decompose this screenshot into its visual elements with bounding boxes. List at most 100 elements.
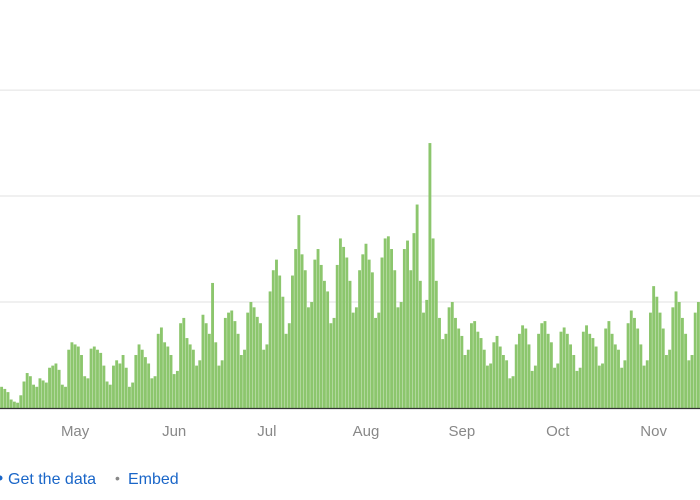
x-tick-label: May	[61, 423, 90, 440]
bar	[204, 323, 208, 408]
bar	[48, 367, 51, 408]
bar	[6, 392, 10, 408]
bar	[511, 376, 515, 408]
bar	[291, 275, 294, 408]
bar	[687, 360, 691, 408]
bar	[281, 296, 285, 408]
x-labels: May Jun Jul Aug Sep Oct Nov	[61, 423, 668, 440]
bar	[418, 280, 422, 408]
bar	[479, 338, 483, 408]
bar	[134, 355, 138, 408]
bar	[118, 363, 122, 408]
bar	[380, 257, 384, 408]
bar	[0, 386, 4, 408]
bar	[300, 254, 304, 408]
bar	[32, 384, 35, 408]
bar	[671, 307, 675, 408]
bar	[677, 302, 681, 408]
bar	[25, 373, 29, 408]
bar	[658, 312, 662, 408]
bar	[239, 355, 243, 408]
bar	[639, 344, 643, 408]
bar	[246, 312, 250, 408]
bar	[223, 317, 227, 408]
bar	[393, 270, 397, 408]
bar	[623, 360, 627, 408]
bar	[684, 333, 688, 408]
bar	[159, 327, 163, 408]
bar	[693, 312, 697, 408]
embed-link[interactable]: Embed	[128, 471, 179, 488]
bar	[406, 240, 409, 408]
bar	[310, 302, 314, 408]
bar	[565, 333, 569, 408]
bar	[604, 328, 608, 408]
bar	[527, 344, 531, 408]
bar	[335, 264, 339, 408]
bar	[466, 349, 470, 408]
bar	[358, 270, 362, 408]
bar	[54, 363, 58, 408]
bar	[661, 328, 665, 408]
bar	[83, 376, 87, 408]
bar	[668, 349, 672, 408]
bar	[124, 367, 128, 408]
bar	[191, 349, 195, 408]
bar	[112, 365, 115, 408]
bar	[495, 335, 499, 408]
bar	[35, 386, 39, 408]
bar	[690, 355, 694, 408]
bar	[354, 307, 358, 408]
bar	[230, 310, 234, 408]
bar	[185, 338, 189, 408]
bar	[89, 348, 93, 408]
bar	[386, 236, 390, 408]
bar	[28, 376, 32, 408]
bar	[64, 386, 67, 408]
bar	[115, 360, 119, 408]
bar	[153, 376, 157, 408]
bar	[489, 363, 493, 408]
bar	[265, 344, 269, 408]
bar	[399, 302, 403, 408]
bar	[313, 259, 317, 408]
bar	[549, 342, 553, 408]
bar	[428, 143, 432, 408]
bar	[322, 280, 326, 408]
bars	[0, 143, 700, 408]
bar	[137, 344, 141, 408]
bar	[556, 363, 560, 408]
bar	[498, 346, 502, 408]
bar	[594, 346, 598, 408]
bar	[476, 331, 480, 408]
bar	[553, 367, 557, 408]
get-data-link[interactable]: Get the data	[8, 471, 96, 488]
bar	[303, 270, 307, 408]
bar	[383, 238, 387, 408]
bar	[271, 270, 275, 408]
bar	[412, 233, 416, 408]
bar	[674, 291, 678, 408]
bar	[16, 402, 20, 408]
bar	[140, 349, 144, 408]
bar	[533, 365, 537, 408]
bar	[374, 317, 378, 408]
bar	[214, 342, 218, 408]
bar	[172, 374, 176, 408]
bar	[585, 325, 588, 408]
bar	[696, 302, 700, 408]
bar	[610, 333, 614, 408]
bar	[143, 357, 147, 408]
bar	[601, 363, 604, 408]
bar	[316, 249, 320, 408]
bar	[501, 355, 505, 408]
bar	[92, 346, 96, 408]
bar	[540, 323, 544, 408]
bar	[307, 307, 310, 408]
bar	[297, 215, 301, 408]
bar	[319, 264, 323, 408]
bar	[402, 249, 406, 408]
bar	[259, 323, 262, 408]
bar	[175, 370, 179, 408]
bar	[70, 342, 74, 408]
